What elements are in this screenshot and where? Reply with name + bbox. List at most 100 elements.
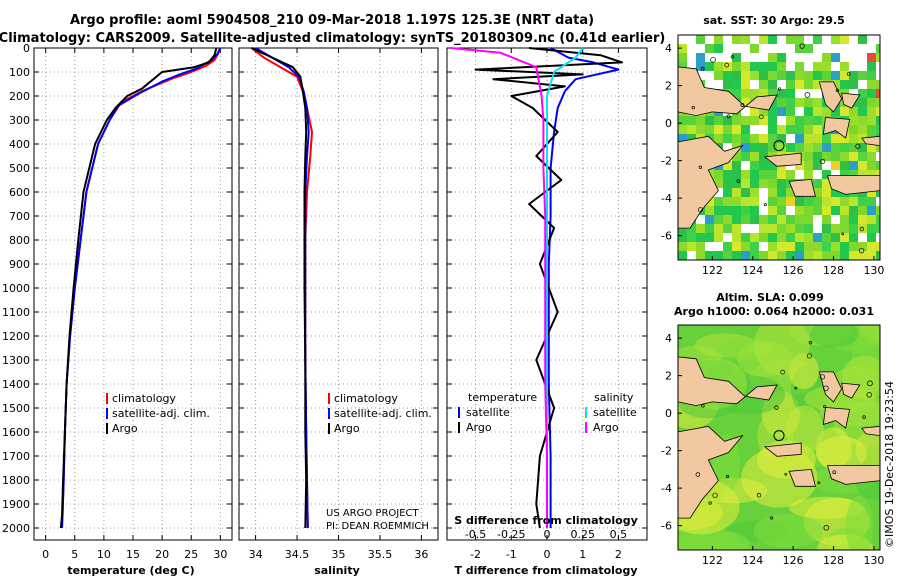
- sst-cell: [732, 206, 741, 215]
- sst-cell: [768, 170, 777, 179]
- sst-cell: [732, 62, 741, 71]
- sst-cell: [840, 233, 849, 242]
- map-x-tick-label: 130: [863, 554, 884, 567]
- sst-cell: [768, 161, 777, 170]
- sst-cell: [849, 134, 858, 143]
- sst-cell: [804, 251, 813, 260]
- sst-cell: [867, 188, 876, 197]
- sst-cell: [687, 125, 696, 134]
- sst-cell: [696, 251, 705, 260]
- series-line-climatology: [61, 47, 221, 529]
- sst-cell: [849, 251, 858, 260]
- sst-cell: [732, 53, 741, 62]
- sst-cell: [678, 44, 687, 53]
- sst-cell: [876, 116, 880, 125]
- islet: [858, 247, 865, 254]
- sst-cell: [741, 143, 750, 152]
- sst-cell: [876, 215, 880, 224]
- islet: [823, 385, 829, 392]
- sst-cell: [849, 233, 858, 242]
- sst-cell: [732, 242, 741, 251]
- sst-cell: [750, 188, 759, 197]
- y-tick-label: 400: [9, 138, 30, 151]
- sst-cell: [768, 62, 777, 71]
- sst-cell: [741, 206, 750, 215]
- sst-cell: [723, 80, 732, 89]
- sst-cell: [813, 152, 822, 161]
- sst-cell: [831, 251, 840, 260]
- sla-blob: [810, 325, 859, 348]
- sst-cell: [768, 242, 777, 251]
- y-tick-label: 100: [9, 66, 30, 79]
- sst-cell: [867, 116, 876, 125]
- sst-cell: [813, 80, 822, 89]
- sst-cell: [678, 134, 687, 143]
- sst-cell: [849, 143, 858, 152]
- sst-cell: [831, 35, 840, 44]
- sst-cell: [804, 206, 813, 215]
- sst-cell: [750, 62, 759, 71]
- sst-cell: [840, 224, 849, 233]
- sst-cell: [876, 206, 880, 215]
- islet: [724, 62, 730, 68]
- sst-cell: [813, 242, 822, 251]
- islet: [691, 106, 695, 110]
- map-y-tick-label: -4: [661, 482, 672, 495]
- sst-cell: [687, 242, 696, 251]
- sst-cell: [732, 179, 741, 188]
- sst-cell: [867, 107, 876, 116]
- y-tick-label: 2000: [2, 522, 30, 535]
- sst-cell: [849, 116, 858, 125]
- sst-cell: [777, 233, 786, 242]
- sst-cell: [876, 161, 880, 170]
- sst-cell: [813, 206, 822, 215]
- sst-cell: [750, 143, 759, 152]
- legend-swatch: [458, 407, 460, 418]
- sst-cell: [768, 206, 777, 215]
- sst-cell: [777, 134, 786, 143]
- sst-cell: [750, 251, 759, 260]
- sst-cell: [822, 134, 831, 143]
- map-x-tick-label: 128: [823, 264, 844, 277]
- x-tick-label: 5: [71, 548, 78, 561]
- series-line-argo: [59, 47, 218, 529]
- sst-cell: [768, 134, 777, 143]
- map-x-tick-label: 124: [742, 554, 763, 567]
- sst-cell: [795, 242, 804, 251]
- sst-cell: [741, 125, 750, 134]
- sst-cell: [768, 71, 777, 80]
- sst-cell: [867, 152, 876, 161]
- sst-cell: [831, 143, 840, 152]
- sst-cell: [822, 188, 831, 197]
- map-body: [678, 35, 880, 260]
- legend-label: Argo: [466, 421, 492, 434]
- sst-cell: [840, 35, 849, 44]
- islet: [730, 55, 734, 59]
- map-x-tick-label: 130: [863, 264, 884, 277]
- sst-cell: [876, 98, 880, 107]
- sst-cell: [750, 215, 759, 224]
- sst-cell: [831, 233, 840, 242]
- sst-cell: [876, 188, 880, 197]
- y-tick-label: 600: [9, 186, 30, 199]
- sst-cell: [849, 170, 858, 179]
- sst-cell: [777, 170, 786, 179]
- sst-cell: [786, 197, 795, 206]
- sst-cell: [750, 44, 759, 53]
- sst-cell: [759, 62, 768, 71]
- y-tick-label: 1800: [2, 474, 30, 487]
- islet: [710, 56, 716, 63]
- sst-cell: [723, 242, 732, 251]
- x-tick-label: 30: [213, 548, 227, 561]
- legend-swatch: [328, 423, 330, 434]
- sst-cell: [858, 242, 867, 251]
- x-tick-label: 34.5: [285, 548, 310, 561]
- sst-cell: [678, 125, 687, 134]
- sst-cell: [822, 197, 831, 206]
- sst-cell: [777, 71, 786, 80]
- sst-cell: [714, 224, 723, 233]
- sst-cell: [786, 116, 795, 125]
- sst-cell: [723, 215, 732, 224]
- sst-cell: [840, 80, 849, 89]
- sst-cell: [723, 188, 732, 197]
